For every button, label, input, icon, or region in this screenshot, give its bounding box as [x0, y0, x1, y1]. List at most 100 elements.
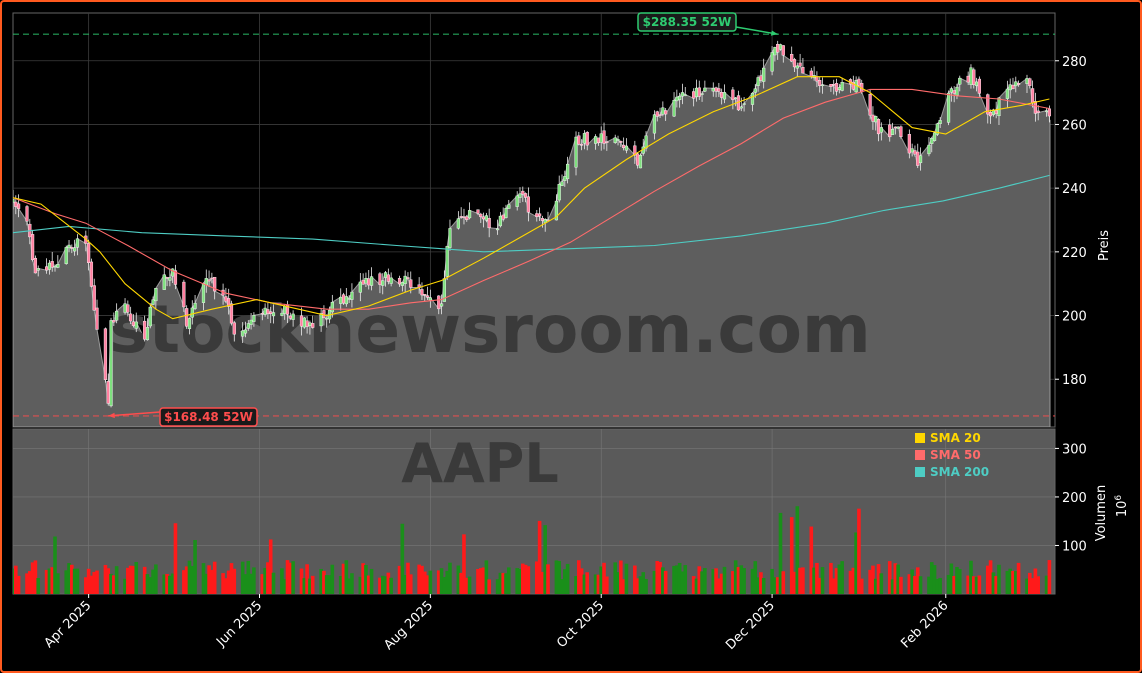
volume-bar	[778, 512, 783, 594]
volume-bar	[879, 573, 884, 594]
volume-bar	[366, 575, 371, 594]
candle-body	[918, 155, 923, 164]
candle-body	[13, 198, 15, 203]
volume-bar	[506, 567, 511, 594]
candle-body	[868, 94, 872, 116]
volume-bar	[1036, 576, 1040, 594]
candle-body	[930, 137, 934, 144]
date-tick-label: Aug 2025	[381, 598, 436, 653]
candle-body	[526, 196, 530, 213]
candle-body	[949, 88, 953, 93]
candle-body	[182, 281, 186, 308]
candle-body	[913, 150, 917, 155]
candle-body	[143, 320, 147, 340]
price-tick-label: 240	[1062, 182, 1087, 197]
candle-body	[364, 278, 368, 284]
candle-body	[148, 306, 152, 327]
volume-bar	[946, 574, 951, 594]
volume-bar	[190, 565, 195, 594]
candle-body	[330, 301, 334, 313]
volume-bar	[619, 560, 623, 594]
volume-bar	[616, 572, 620, 594]
volume-bar	[1011, 570, 1015, 594]
candle-body	[560, 181, 564, 186]
legend-label: SMA 20	[930, 431, 981, 445]
volume-bar	[652, 571, 657, 594]
volume-bar	[526, 566, 531, 594]
candle-body	[678, 95, 682, 101]
volume-bar	[663, 570, 668, 594]
legend-swatch	[915, 433, 925, 443]
volume-bar	[540, 571, 545, 594]
candle-body	[266, 309, 270, 314]
volume-bar	[327, 575, 332, 594]
candle-body	[131, 321, 136, 326]
candle-body	[837, 87, 841, 90]
volume-bar	[644, 579, 648, 594]
candle-body	[680, 92, 685, 97]
candle-body	[17, 203, 21, 209]
candle-body	[694, 87, 699, 98]
candle-body	[818, 80, 822, 86]
candle-body	[773, 47, 777, 56]
candle-body	[31, 234, 35, 261]
volume-bar	[1047, 560, 1052, 594]
volume-bar	[182, 570, 186, 594]
candle-body	[720, 92, 724, 98]
watermark-ticker: AAPL	[401, 432, 559, 495]
candle-body	[476, 209, 480, 214]
volume-bar	[28, 571, 32, 594]
candle-body	[70, 247, 74, 249]
candle-body	[972, 69, 976, 85]
volume-bar	[683, 565, 688, 594]
candle-body	[465, 216, 469, 220]
volume-bar	[599, 566, 604, 594]
candle-body	[776, 44, 780, 53]
volume-bar	[831, 578, 836, 594]
candle-body	[190, 307, 194, 318]
volume-bar	[896, 564, 900, 594]
volume-bar	[383, 576, 388, 594]
price-axis-title: Preis	[1097, 230, 1112, 261]
volume-bar	[691, 576, 696, 594]
volume-bar	[1016, 562, 1021, 594]
candle-body	[638, 155, 643, 169]
candle-body	[145, 327, 150, 341]
volume-bar	[243, 574, 248, 594]
candle-body	[1016, 83, 1021, 85]
volume-bar	[484, 560, 489, 594]
volume-bar	[1030, 578, 1035, 594]
volume-bar	[837, 564, 842, 594]
candle-body	[518, 193, 522, 198]
candle-body	[619, 141, 623, 143]
volume-bar	[422, 571, 427, 594]
candle-body	[515, 195, 519, 207]
volume-bar	[406, 562, 410, 594]
candle-body	[703, 87, 707, 92]
candle-body	[467, 210, 472, 219]
candle-body	[204, 278, 208, 286]
volume-bar	[240, 561, 245, 594]
volume-bar	[148, 577, 153, 594]
volume-bar	[448, 562, 452, 594]
candle-body	[92, 285, 96, 311]
candles	[13, 40, 1051, 408]
candle-body	[243, 329, 248, 334]
candle-body	[123, 303, 127, 313]
candle-body	[652, 114, 657, 134]
candle-body	[658, 114, 662, 116]
volume-bar	[795, 506, 800, 594]
volume-bar	[109, 573, 113, 594]
candle-body	[594, 136, 598, 144]
volume-bar	[812, 567, 816, 594]
high-52w-box	[637, 12, 737, 32]
volume-bar	[563, 569, 567, 594]
candle-body	[378, 273, 382, 285]
volume-bar	[565, 563, 570, 594]
volume-bar	[719, 573, 724, 594]
candle-body	[523, 193, 528, 198]
legend-swatch	[915, 450, 925, 460]
volume-bar	[868, 569, 872, 594]
volume-bar	[957, 569, 962, 594]
volume-bar	[64, 570, 69, 594]
